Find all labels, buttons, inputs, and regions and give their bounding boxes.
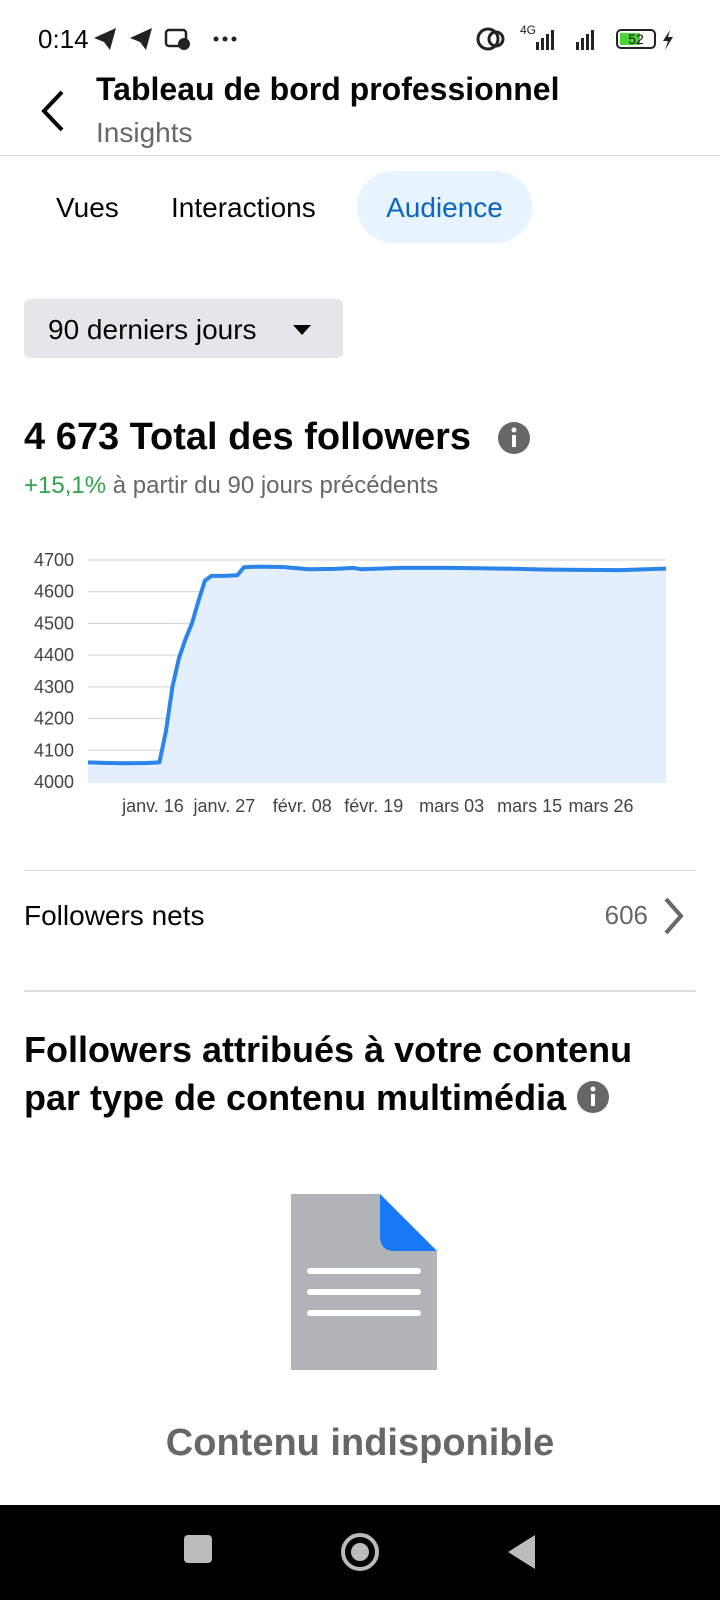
change-label: à partir du 90 jours précédents <box>112 472 439 499</box>
x-tick-label: févr. 08 <box>273 796 332 816</box>
net-followers-label[interactable]: Followers nets <box>24 900 205 931</box>
x-tick-label: mars 15 <box>497 796 562 816</box>
area-fill <box>88 566 666 782</box>
followers-line <box>87 564 667 766</box>
y-tick-label: 4200 <box>34 709 74 729</box>
page-title: Tableau de bord professionnel <box>96 71 560 107</box>
divider <box>24 990 696 992</box>
x-tick-label: févr. 19 <box>344 796 403 816</box>
x-tick-label: mars 26 <box>569 796 634 816</box>
change-line: +15,1% à partir du 90 jours précédents <box>24 472 438 500</box>
x-tick-label: mars 03 <box>419 796 484 816</box>
info-icon[interactable] <box>576 1080 610 1114</box>
section-title: Followers attribués à votre contenu par … <box>24 1026 684 1122</box>
y-tick-label: 4700 <box>34 550 74 570</box>
x-tick-label: janv. 16 <box>121 796 184 816</box>
tab[interactable]: Interactions <box>171 192 316 223</box>
tab-active[interactable]: Audience <box>386 192 503 223</box>
dropdown-arrow <box>293 325 311 335</box>
chevron[interactable] <box>662 896 686 936</box>
nav-buttons[interactable] <box>0 1505 720 1600</box>
total-heading: 4 673 Total des followers <box>24 416 471 459</box>
document-icon <box>291 1194 437 1370</box>
divider <box>24 870 696 871</box>
tab[interactable]: Vues <box>56 192 119 223</box>
net-followers-value[interactable]: 606 <box>604 900 648 930</box>
navigation-bar <box>0 1505 720 1600</box>
followers-chart: 4000 4100 4200 4300 4400 4500 4600 4700 janv. 16… <box>34 550 667 816</box>
total-value: 4 673 <box>24 416 120 458</box>
change-value: +15,1% <box>24 472 107 499</box>
section-title-text: Followers attribués à votre contenu par … <box>24 1029 633 1118</box>
y-tick-label: 4300 <box>34 677 74 697</box>
divider <box>0 155 720 156</box>
y-tick-label: 4100 <box>34 740 74 760</box>
info-icon[interactable] <box>497 421 531 455</box>
status-icons <box>94 28 237 50</box>
back-button[interactable] <box>38 88 68 134</box>
status-right: 4G 52 <box>476 23 673 51</box>
filter-label[interactable]: 90 derniers jours <box>48 314 257 345</box>
page-subtitle: Insights <box>96 117 193 148</box>
y-tick-label: 4500 <box>34 613 74 633</box>
network-type: 4G <box>520 23 536 37</box>
y-tick-label: 4400 <box>34 645 74 665</box>
status-time: 0:14 <box>38 24 89 54</box>
filter-dropdown[interactable] <box>24 299 343 358</box>
y-tick-label: 4000 <box>34 772 74 792</box>
active-tab-pill[interactable] <box>357 171 532 243</box>
empty-state-text: Contenu indisponible <box>165 1422 555 1464</box>
x-tick-label: janv. 27 <box>193 796 256 816</box>
total-label: Total des followers <box>129 416 472 458</box>
battery-level: 52 <box>628 31 644 47</box>
y-tick-label: 4600 <box>34 582 74 602</box>
